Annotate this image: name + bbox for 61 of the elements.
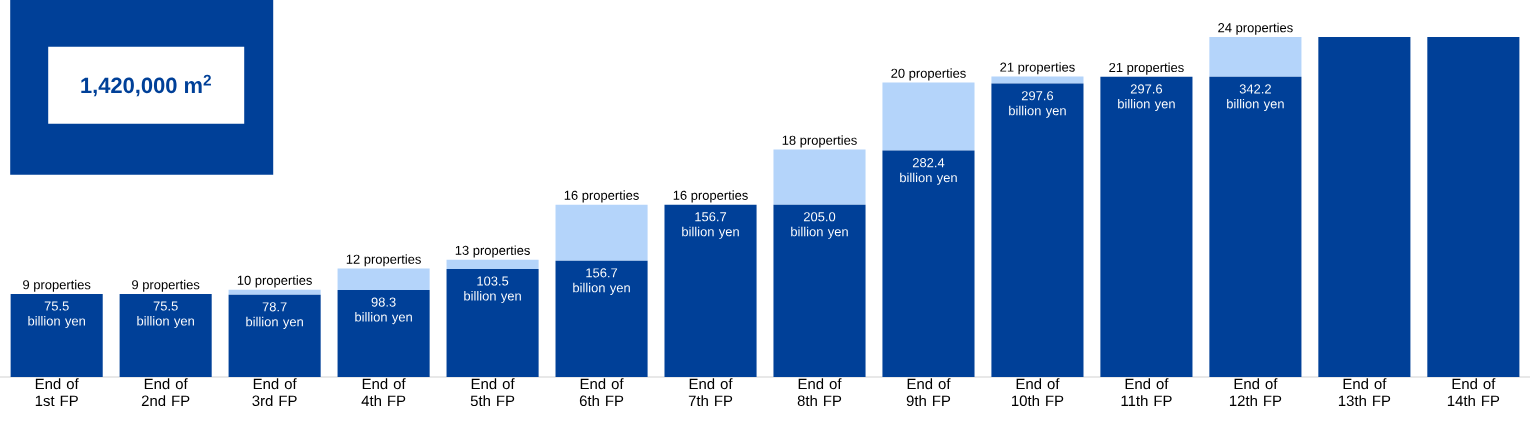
annotation: 156.7 billion yen [573,268,630,295]
bar [991,83,1084,377]
annotation: 9 properties [23,279,91,292]
annotation: 75.5 billion yen [28,301,85,329]
annotation: 205.0 billion yen [791,212,848,239]
annotation: 1,420,000 m$^{2}$ [81,74,211,97]
annotation: 13 properties [455,245,530,258]
x-tick-label: End of 11th FP [1121,378,1172,407]
annotation: 18 properties [782,135,857,148]
bar [882,150,975,377]
x-tick-label: End of 9th FP [906,378,951,407]
bar [664,204,757,377]
bar [882,82,975,151]
bar [991,76,1084,84]
annotation: 24 properties [1218,22,1293,35]
bar [1209,76,1302,377]
x-tick-label: End of 8th FP [797,378,842,407]
annotation: 21 properties [1109,62,1184,75]
x-tick-label: End of 12th FP [1229,378,1282,407]
bar [228,289,321,295]
bar [555,260,648,377]
bar [446,268,539,377]
annotation: 98.3 billion yen [355,297,412,325]
x-tick-label: End of 10th FP [1012,378,1064,407]
x-tick-label: End of 7th FP [688,378,733,407]
annotation: 16 properties [673,190,748,203]
bar [446,259,539,269]
annotation: 12 properties [346,254,421,267]
annotation: 21 properties [1000,62,1075,75]
annotation: 297.6 billion yen [1009,91,1066,118]
x-tick-label: End of 3rd FP [252,378,297,407]
bar [773,204,866,377]
x-tick-label: End of 2nd FP [141,378,190,407]
bar [773,149,866,205]
x-tick-label: End of 13th FP [1338,378,1391,407]
bar [1318,37,1411,377]
bar [337,268,430,290]
bar [337,289,430,377]
annotation: 297.6 billion yen [1118,84,1175,112]
annotation: 9 properties [132,279,200,292]
x-tick-label: End of 14th FP [1447,378,1500,407]
x-tick-label: End of 5th FP [470,378,515,407]
annotation: 10 properties [237,275,312,288]
annotation: 156.7 billion yen [682,212,739,239]
bar [1209,37,1302,77]
bar [119,294,212,377]
bar [1100,76,1193,377]
annotation: 342.2 billion yen [1227,84,1284,112]
bar [555,204,648,261]
x-tick-label: End of 4th FP [361,378,406,407]
bar [10,294,103,377]
annotation: 75.5 billion yen [137,301,194,329]
bar [1427,37,1520,377]
annotation: 20 properties [891,68,966,81]
bar [228,294,321,377]
annotation: 282.4 billion yen [900,158,957,185]
x-tick-label: End of 6th FP [579,378,624,407]
x-tick-label: End of 1st FP [35,378,79,407]
annotation: 16 properties [564,190,639,203]
annotation: 103.5 billion yen [464,276,521,304]
annotation: 78.7 billion yen [246,302,303,329]
